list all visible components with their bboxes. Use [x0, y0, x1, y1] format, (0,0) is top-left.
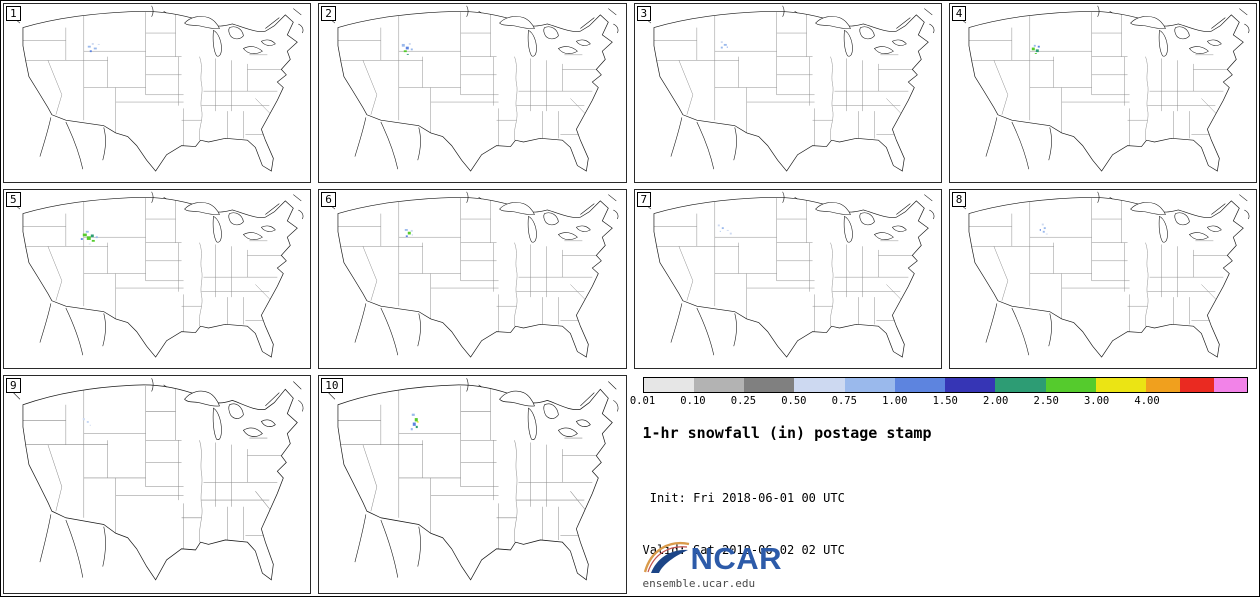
colorbar-tick-label: 0.50 [781, 394, 807, 407]
colorbar-tick-label: 1.50 [932, 394, 958, 407]
ncar-logo-text: NCAR [690, 541, 783, 576]
colorbar-segment [1045, 377, 1097, 392]
member-number-label: 1 [6, 6, 21, 21]
snowfall-patches [87, 43, 100, 53]
conus-map [950, 4, 1256, 182]
colorbar-tick-label: 3.00 [1083, 394, 1110, 407]
snowfall-patches [80, 230, 98, 245]
valid-time: Valid: Sat 2018-06-02 02 UTC [642, 542, 845, 557]
snowfall-patches [411, 413, 420, 431]
ncar-logo-block: NCAR ensemble.ucar.edu [643, 536, 783, 590]
snowfall-colorbar [642, 376, 1248, 393]
colorbar-segment [894, 377, 946, 392]
colorbar-tick-labels: 0.01 0.10 0.25 0.50 0.75 1.00 1.50 2.00 2.50 3.00… [630, 394, 1249, 409]
member-number-label: 6 [321, 191, 336, 207]
conus-map [319, 4, 625, 182]
conus-map [635, 190, 941, 368]
conus-map [635, 4, 941, 182]
ensemble-member-panel: 10 [318, 374, 627, 594]
conus-map [950, 190, 1256, 368]
colorbar-tick-label: 1.00 [882, 394, 908, 407]
colorbar-segment [643, 377, 694, 392]
conus-map [4, 376, 310, 593]
colorbar-segment [744, 377, 795, 392]
colorbar-segment [995, 377, 1046, 392]
snowfall-patches [1039, 223, 1048, 235]
snowfall-patches [1031, 44, 1040, 54]
colorbar-segment [794, 377, 845, 392]
conus-map [4, 4, 310, 182]
conus-map [319, 190, 625, 368]
member-number-label: 7 [636, 191, 652, 207]
member-number-label: 9 [6, 377, 21, 393]
colorbar-tick-label: 0.10 [680, 394, 706, 407]
colorbar-tick-label: 4.00 [1134, 394, 1160, 407]
colorbar-segment [1096, 377, 1147, 392]
ensemble-member-panel: 4 [948, 3, 1257, 183]
ensemble-member-panel: 8 [948, 188, 1257, 369]
ensemble-member-panel: 9 [3, 374, 312, 594]
ensemble-member-panel: 2 [318, 3, 627, 183]
snowfall-patches [82, 417, 91, 426]
colorbar-tick-label: 2.00 [983, 394, 1009, 407]
colorbar-segment [693, 377, 745, 392]
colorbar-segment [1146, 377, 1180, 392]
colorbar-tick-label: 2.50 [1033, 394, 1059, 407]
colorbar-segment [844, 377, 895, 392]
conus-map [319, 376, 625, 593]
snowfall-patches [720, 41, 728, 49]
colorbar-tick-label: 0.25 [730, 394, 757, 407]
ensemble-member-panel: 5 [3, 188, 312, 369]
colorbar-tick-label: 0.01 [629, 394, 656, 407]
colorbar-segment [1179, 377, 1214, 392]
member-number-label: 2 [321, 6, 336, 21]
snowfall-patches [405, 228, 414, 238]
ensemble-member-panel: 7 [633, 188, 942, 369]
init-time: Init: Fri 2018-06-01 00 UTC [642, 490, 845, 505]
member-number-label: 8 [951, 191, 967, 207]
plot-title: 1-hr snowfall (in) postage stamp [642, 423, 932, 442]
ensemble-member-panel: 1 [3, 3, 312, 183]
ensemble-member-panel: 6 [318, 188, 627, 369]
colorbar-segment [945, 377, 996, 392]
colorbar-tick-label: 0.75 [831, 394, 857, 407]
legend-and-info-block: 0.01 0.10 0.25 0.50 0.75 1.00 1.50 2.00 2.50 3.00… [630, 375, 1258, 594]
snowfall-patches [402, 43, 414, 55]
snowfall-patches [717, 224, 732, 235]
conus-map [4, 190, 310, 368]
member-number-label: 10 [321, 377, 343, 393]
member-number-label: 4 [951, 6, 967, 21]
run-times: Init: Fri 2018-06-01 00 UTC Valid: Sat 2… [643, 455, 1249, 594]
colorbar-segment [1213, 377, 1248, 392]
site-url: ensemble.ucar.edu [642, 577, 756, 590]
member-number-label: 5 [6, 191, 21, 207]
member-number-label: 3 [636, 6, 652, 21]
ensemble-member-panel: 3 [633, 3, 942, 183]
ncar-logo-icon [643, 541, 689, 573]
